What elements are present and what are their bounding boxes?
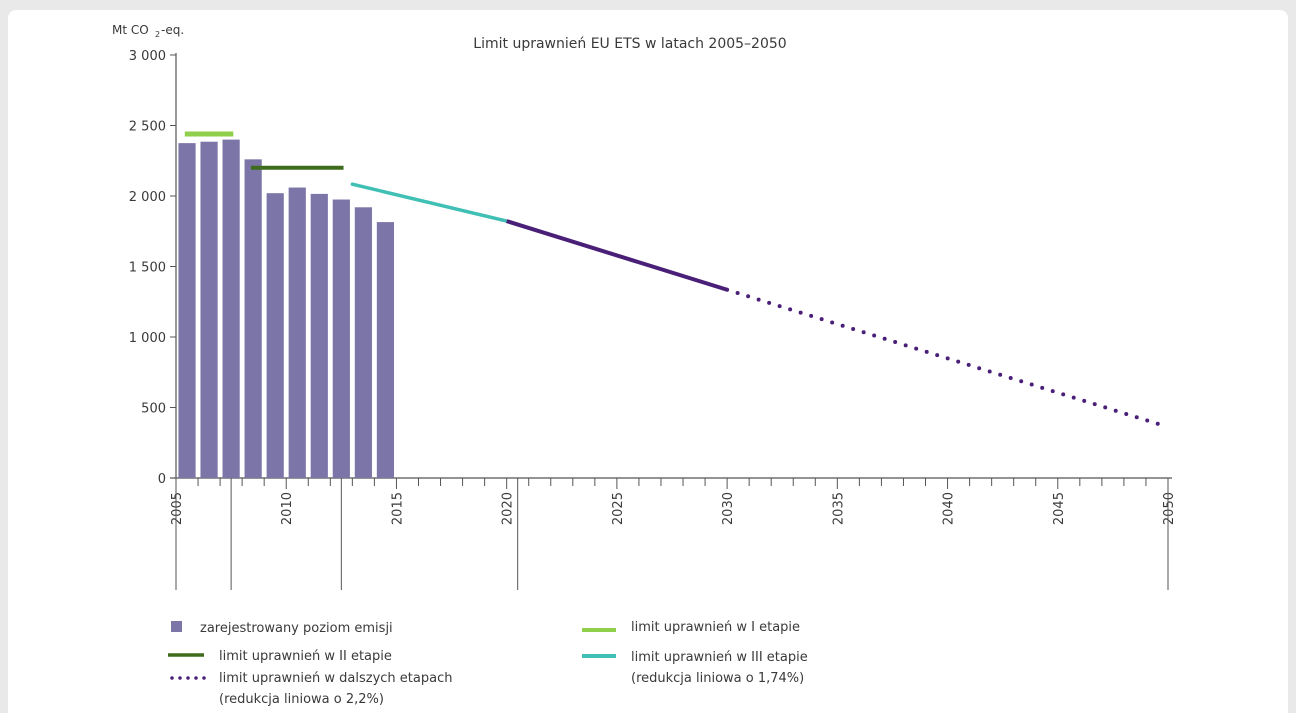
later-cap-dotted-line bbox=[725, 287, 1170, 429]
emission-bar bbox=[354, 207, 372, 478]
emission-bar bbox=[310, 193, 328, 478]
y-tick-label: 500 bbox=[141, 402, 166, 417]
y-tick-label: 0 bbox=[158, 472, 166, 487]
y-tick-label: 1 500 bbox=[129, 261, 166, 276]
x-tick-label: 2010 bbox=[280, 492, 295, 525]
legend-label-phase1: limit uprawnień w I etapie bbox=[631, 620, 800, 635]
y-tick-label: 3 000 bbox=[129, 49, 166, 64]
legend-note-later: (redukcja liniowa o 2,2%) bbox=[219, 692, 384, 707]
emission-bar bbox=[178, 143, 196, 478]
emission-bar bbox=[222, 139, 240, 478]
chart-card: Limit uprawnień EU ETS w latach 2005–205… bbox=[8, 10, 1288, 713]
x-tick-label: 2025 bbox=[611, 492, 626, 525]
x-tick-label: 2015 bbox=[390, 492, 405, 525]
legend-note-phase3: (redukcja liniowa o 1,74%) bbox=[631, 671, 804, 686]
x-tick-label: 2045 bbox=[1052, 492, 1067, 525]
x-tick-label: 2040 bbox=[942, 492, 957, 525]
x-tick-label: 2035 bbox=[831, 492, 846, 525]
y-axis-unit-subscript: 2 bbox=[155, 30, 160, 39]
y-tick-label: 2 500 bbox=[129, 120, 166, 135]
legend-label-phase2: limit uprawnień w II etapie bbox=[219, 649, 392, 664]
emission-bar bbox=[266, 193, 284, 478]
legend-label-emissions: zarejestrowany poziom emisji bbox=[200, 621, 393, 636]
x-tick-label: 2050 bbox=[1162, 492, 1177, 525]
y-axis-unit-label: Mt CO bbox=[112, 23, 149, 37]
emission-bar bbox=[332, 199, 350, 478]
ets-cap-chart: Limit uprawnień EU ETS w latach 2005–205… bbox=[112, 23, 1177, 707]
x-tick-label: 2005 bbox=[170, 492, 185, 525]
x-tick-label: 2030 bbox=[721, 492, 736, 525]
emission-bar bbox=[200, 141, 218, 478]
emission-bar bbox=[288, 187, 306, 479]
phase3-cap-line bbox=[350, 182, 509, 223]
phase3-cap-line-dark bbox=[506, 219, 728, 292]
y-tick-label: 1 000 bbox=[129, 331, 166, 346]
y-tick-label: 2 000 bbox=[129, 190, 166, 205]
emission-bar bbox=[376, 222, 395, 478]
x-tick-label: 2020 bbox=[501, 492, 516, 525]
y-axis-unit-suffix: -eq. bbox=[161, 23, 184, 37]
chart-title: Limit uprawnień EU ETS w latach 2005–205… bbox=[473, 36, 786, 52]
legend-label-later: limit uprawnień w dalszych etapach bbox=[219, 671, 452, 686]
legend-label-phase3: limit uprawnień w III etapie bbox=[631, 650, 808, 665]
emission-bar bbox=[244, 159, 262, 478]
legend-swatch-emissions bbox=[171, 621, 182, 632]
